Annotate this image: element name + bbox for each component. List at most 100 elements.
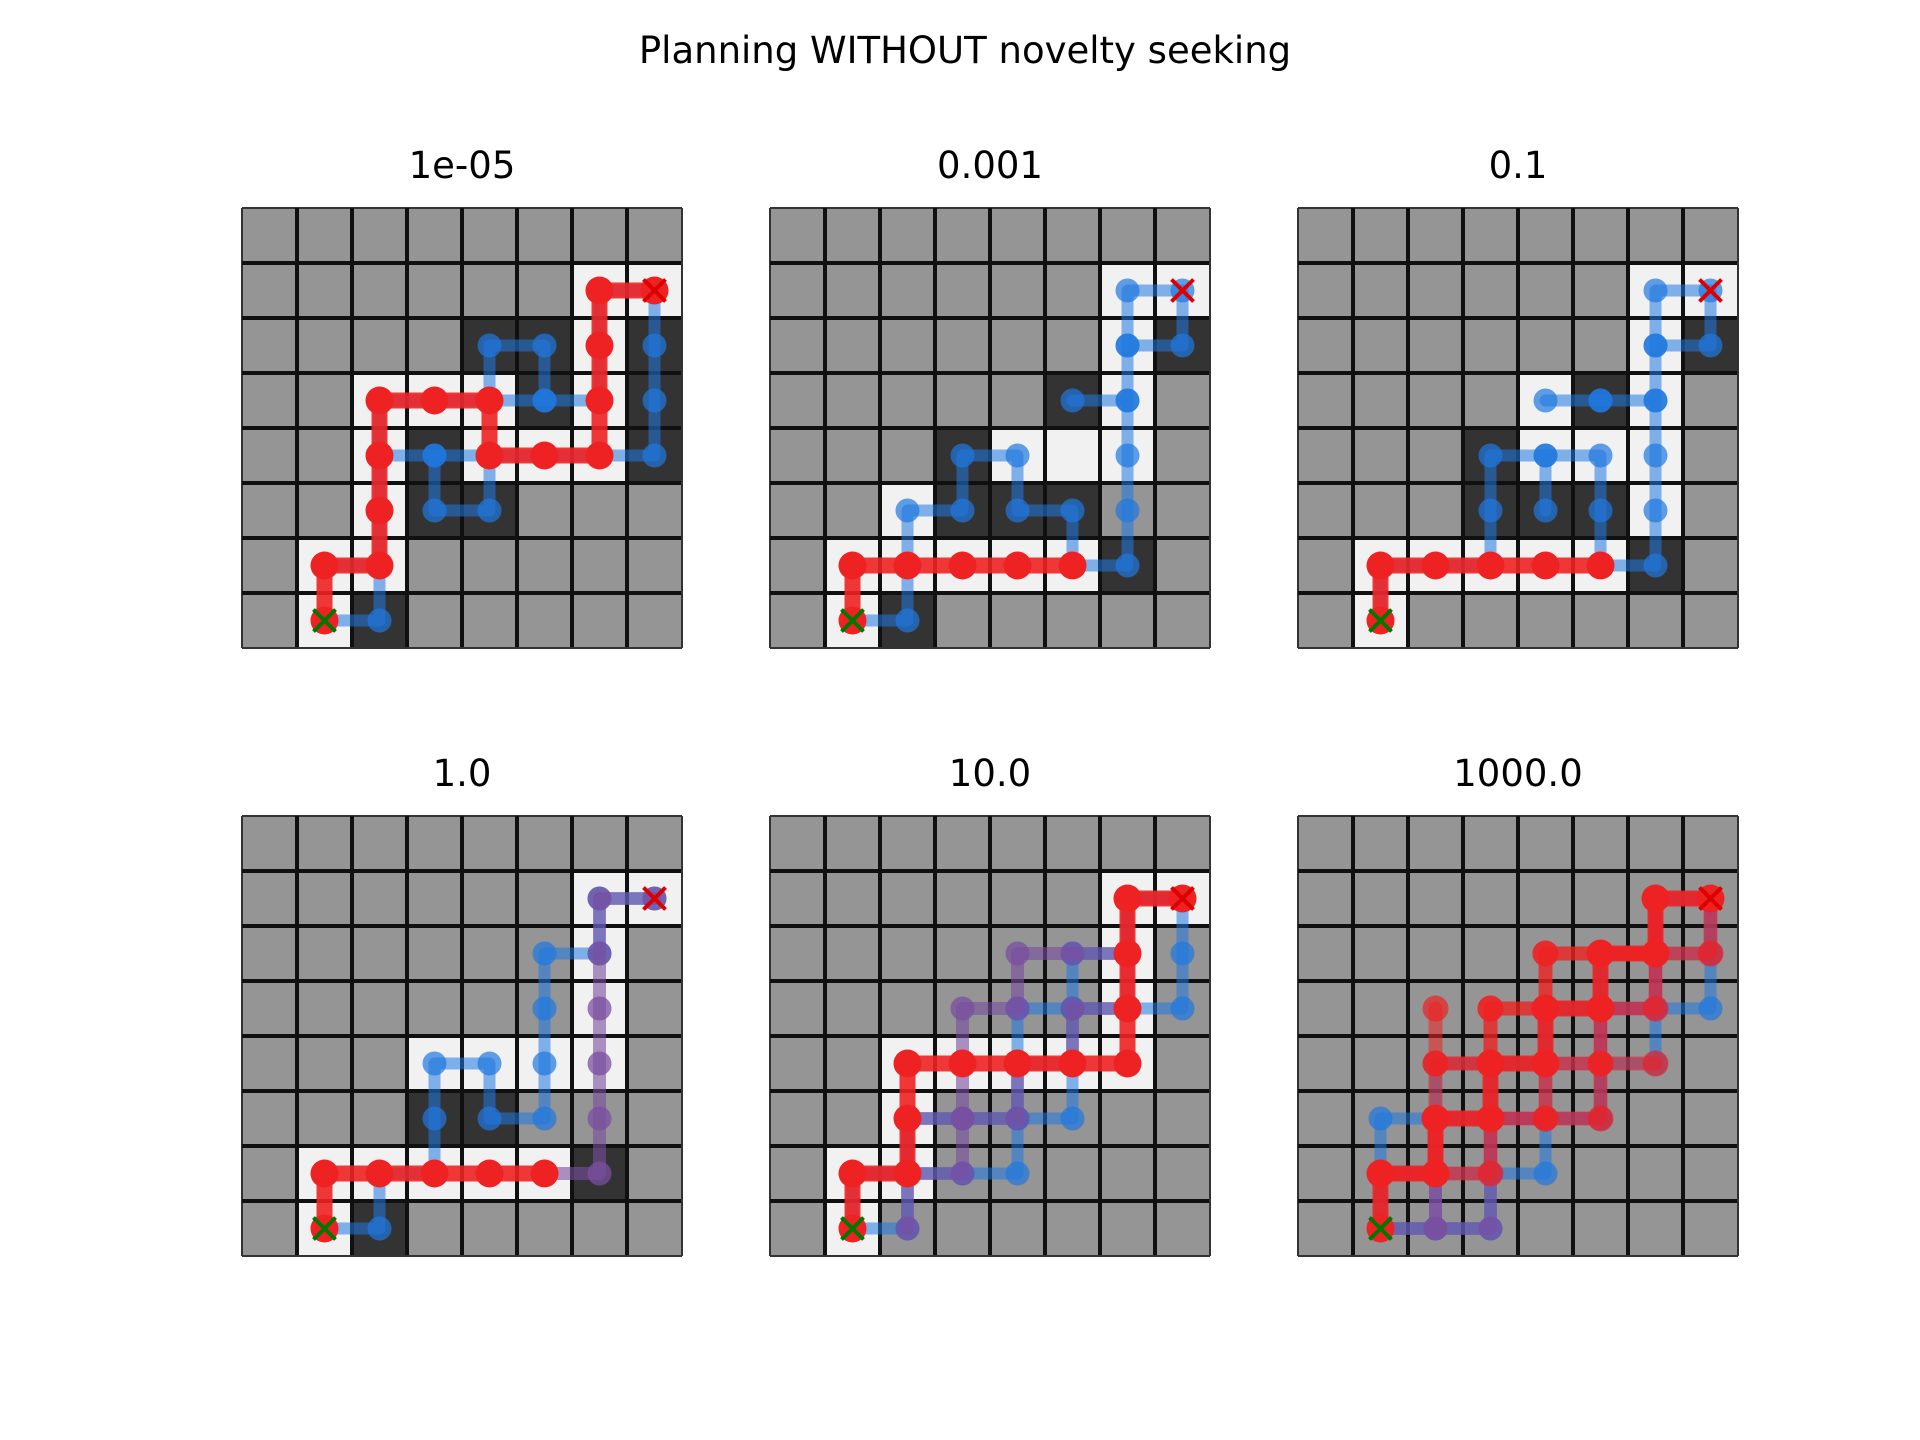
grid-cell [407, 208, 462, 263]
mid-value-path-point [587, 886, 612, 911]
best-path-point [585, 331, 614, 360]
grid-cell [1298, 318, 1353, 373]
grid-cell [627, 1036, 682, 1091]
panel-title: 0.001 [937, 144, 1043, 187]
low-value-path-point [532, 941, 557, 966]
grid-cell [1518, 208, 1573, 263]
grid-cell [462, 871, 517, 926]
grid-cell [242, 428, 297, 483]
grid-cell [352, 926, 407, 981]
grid-cell [1518, 593, 1573, 648]
grid-cell [880, 318, 935, 373]
grid-cell [825, 981, 880, 1036]
grid-cell [990, 263, 1045, 318]
grid-cell [407, 593, 462, 648]
grid-cell [1683, 483, 1738, 538]
low-value-path-point [1115, 278, 1140, 303]
best-path-point [1586, 994, 1615, 1023]
grid-cell [1298, 981, 1353, 1036]
mid-value-path-point [895, 1216, 920, 1241]
start-marker-stroke [1368, 1216, 1393, 1241]
grid-cell [242, 1146, 297, 1201]
best-path-point [1366, 1159, 1395, 1188]
grid-cell [1155, 1091, 1210, 1146]
goal-marker [1170, 886, 1195, 911]
grid-cell [242, 593, 297, 648]
grid-cell [1353, 373, 1408, 428]
goal-marker [1170, 278, 1195, 303]
grid-cell [1408, 926, 1463, 981]
grid-cell [1353, 981, 1408, 1036]
low-value-path-point [1588, 498, 1613, 523]
grid-cell [1353, 816, 1408, 871]
best-path-point [1531, 551, 1560, 580]
grid-cell [462, 593, 517, 648]
low-value-path-point [532, 996, 557, 1021]
grid-cell [1155, 428, 1210, 483]
best-path-point [1003, 551, 1032, 580]
grid-cell [770, 373, 825, 428]
grid-cell [990, 373, 1045, 428]
best-path-point [1113, 1049, 1142, 1078]
grid-cell [770, 483, 825, 538]
grid-cell [297, 1091, 352, 1146]
grid-cell [517, 483, 572, 538]
grid-cell [1408, 816, 1463, 871]
low-value-path-point [1060, 498, 1085, 523]
grid-cell [572, 816, 627, 871]
grid-cell [825, 373, 880, 428]
grid-cell [1408, 593, 1463, 648]
best-path-point [1641, 939, 1670, 968]
low-value-path-point [1643, 333, 1668, 358]
grid-cell [770, 593, 825, 648]
grid-cell [1463, 318, 1518, 373]
grid-cell [880, 208, 935, 263]
grid-cell [935, 926, 990, 981]
grid-cell [1628, 593, 1683, 648]
goal-marker [642, 278, 667, 303]
grid-cell [352, 1036, 407, 1091]
grid-cell [935, 208, 990, 263]
low-value-path-point [477, 1106, 502, 1131]
low-value-path-point [422, 443, 447, 468]
best-path-point [1476, 551, 1505, 580]
grid-cell [770, 538, 825, 593]
best-path-point [365, 1159, 394, 1188]
grid-cell [1353, 926, 1408, 981]
grid-cell [1408, 208, 1463, 263]
grid-cell [407, 981, 462, 1036]
low-value-path-point [1643, 498, 1668, 523]
grid-cell [297, 263, 352, 318]
best-path-point [1421, 551, 1450, 580]
grid-cell [627, 1201, 682, 1256]
panel: 1.0 [241, 752, 683, 1257]
low-value-path-point [642, 443, 667, 468]
grid-cell [1298, 1201, 1353, 1256]
low-value-path-point [1588, 388, 1613, 413]
grid-cell [1628, 1201, 1683, 1256]
best-path-point [1531, 1049, 1560, 1078]
grid-cell [1100, 208, 1155, 263]
grid-cell [1155, 483, 1210, 538]
low-value-path-point [1533, 498, 1558, 523]
goal-marker-stroke [1698, 886, 1723, 911]
grid-cell [825, 428, 880, 483]
start-marker [1368, 608, 1393, 633]
grid-cell [1100, 816, 1155, 871]
panel: 1e-05 [241, 144, 683, 649]
grid-cell [1045, 1146, 1100, 1201]
mid-value-path-point [587, 1051, 612, 1076]
grid-cell [1298, 816, 1353, 871]
grid-cell [627, 981, 682, 1036]
grid-cell [1573, 816, 1628, 871]
start-marker-stroke [840, 608, 865, 633]
start-marker-stroke [312, 608, 337, 633]
grid-cell [1155, 1201, 1210, 1256]
mid-value-path-line [846, 947, 1134, 1180]
low-value-path-point [950, 443, 975, 468]
grid-cell [572, 208, 627, 263]
grid-cell [1353, 208, 1408, 263]
grid-cell [770, 1036, 825, 1091]
goal-marker-stroke [1170, 886, 1195, 911]
